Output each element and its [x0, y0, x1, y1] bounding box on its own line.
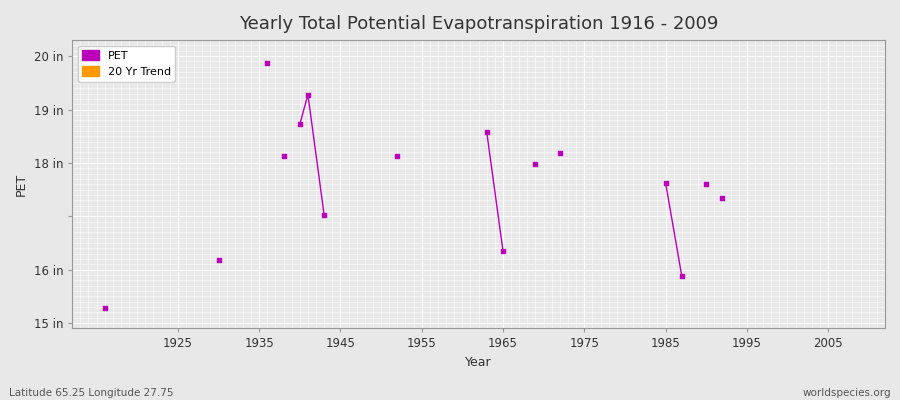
Point: [658, 180, 672, 186]
Point: [260, 60, 274, 66]
Point: [292, 121, 307, 128]
Y-axis label: PET: PET: [15, 173, 28, 196]
Point: [553, 150, 567, 156]
Point: [276, 153, 291, 159]
Point: [301, 91, 315, 98]
Point: [496, 248, 510, 254]
Point: [212, 257, 226, 263]
Point: [480, 129, 494, 135]
Title: Yearly Total Potential Evapotranspiration 1916 - 2009: Yearly Total Potential Evapotranspiratio…: [238, 15, 718, 33]
Text: Latitude 65.25 Longitude 27.75: Latitude 65.25 Longitude 27.75: [9, 388, 174, 398]
Point: [528, 161, 543, 167]
Point: [675, 273, 689, 279]
Point: [390, 153, 404, 159]
Text: worldspecies.org: worldspecies.org: [803, 388, 891, 398]
Point: [317, 212, 331, 218]
Point: [699, 181, 714, 188]
Legend: PET, 20 Yr Trend: PET, 20 Yr Trend: [77, 46, 176, 82]
Point: [716, 194, 730, 201]
X-axis label: Year: Year: [465, 356, 492, 369]
Point: [97, 305, 112, 311]
